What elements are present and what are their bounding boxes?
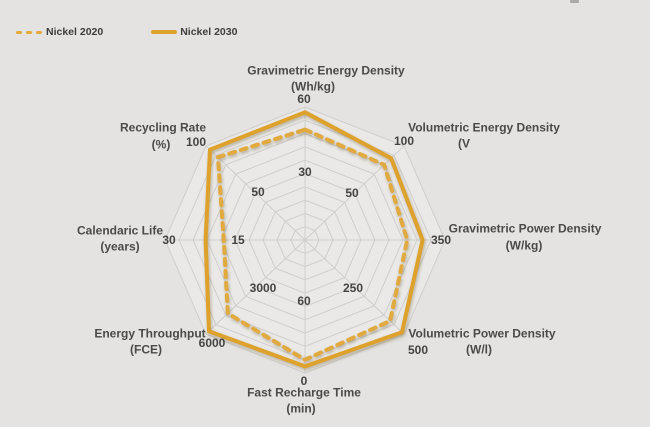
axis-unit: (years) bbox=[100, 239, 140, 254]
radar-axis-spoke bbox=[205, 145, 306, 241]
axis-mid-tick: 3000 bbox=[249, 281, 277, 295]
radar-axis-spoke bbox=[304, 239, 405, 335]
axis-label-gravimetric-energy-density: Gravimetric Energy Density bbox=[247, 63, 405, 78]
dashed-line-swatch bbox=[16, 30, 43, 34]
axis-mid-tick: 50 bbox=[345, 186, 359, 200]
axis-unit: (W/kg) bbox=[505, 238, 543, 253]
axis-mid-tick: 15 bbox=[231, 233, 245, 247]
radar-axis-spoke bbox=[205, 239, 306, 335]
axis-unit: (W/l) bbox=[466, 342, 492, 357]
axis-label-gravimetric-power-density: Gravimetric Power Density bbox=[448, 221, 602, 236]
axis-max-tick: 60 bbox=[297, 92, 311, 106]
axis-mid-tick: 250 bbox=[342, 281, 364, 295]
series-polygon-nickel-2020 bbox=[215, 127, 410, 362]
axis-mid-tick: 60 bbox=[297, 294, 311, 308]
cropped-ui-artifact bbox=[570, 0, 579, 3]
axis-max-tick: 0 bbox=[300, 374, 308, 388]
axis-label-recycling-rate: Recycling Rate bbox=[119, 120, 207, 135]
legend-label: Nickel 2020 bbox=[46, 26, 104, 38]
axis-unit: (V bbox=[458, 136, 470, 151]
axis-max-tick: 350 bbox=[430, 233, 452, 247]
radar-axis-spoke bbox=[304, 145, 405, 241]
axis-label-volumetric-power-density: Volumetric Power Density bbox=[408, 326, 556, 341]
axis-label-calendaric-life: Calendaric Life bbox=[76, 223, 164, 238]
axis-mid-tick: 30 bbox=[298, 165, 312, 179]
axis-max-tick: 30 bbox=[162, 233, 176, 247]
legend-label: Nickel 2030 bbox=[180, 26, 238, 38]
axis-unit: (FCE) bbox=[130, 342, 162, 357]
axis-max-tick: 500 bbox=[407, 343, 429, 357]
legend-item-nickel-2020: Nickel 2020 bbox=[16, 26, 103, 38]
axis-mid-tick: 50 bbox=[251, 185, 265, 199]
axis-max-tick: 100 bbox=[185, 135, 207, 149]
axis-label-volumetric-energy-density: Volumetric Energy Density bbox=[408, 120, 560, 135]
series-polygon-nickel-2030 bbox=[203, 110, 425, 369]
axis-unit: (%) bbox=[151, 137, 171, 152]
axis-unit: (Wh/kg) bbox=[291, 79, 335, 94]
axis-max-tick: 6000 bbox=[198, 336, 226, 350]
chart-legend: Nickel 2020 Nickel 2030 bbox=[16, 24, 237, 40]
axis-label-energy-throughput: Energy Throughput bbox=[94, 326, 206, 341]
solid-line-swatch bbox=[151, 30, 178, 34]
axis-max-tick: 100 bbox=[393, 134, 415, 148]
axis-unit: (min) bbox=[286, 401, 316, 416]
axis-label-fast-recharge-time: Fast Recharge Time bbox=[247, 385, 361, 400]
legend-item-nickel-2030: Nickel 2030 bbox=[151, 26, 237, 38]
